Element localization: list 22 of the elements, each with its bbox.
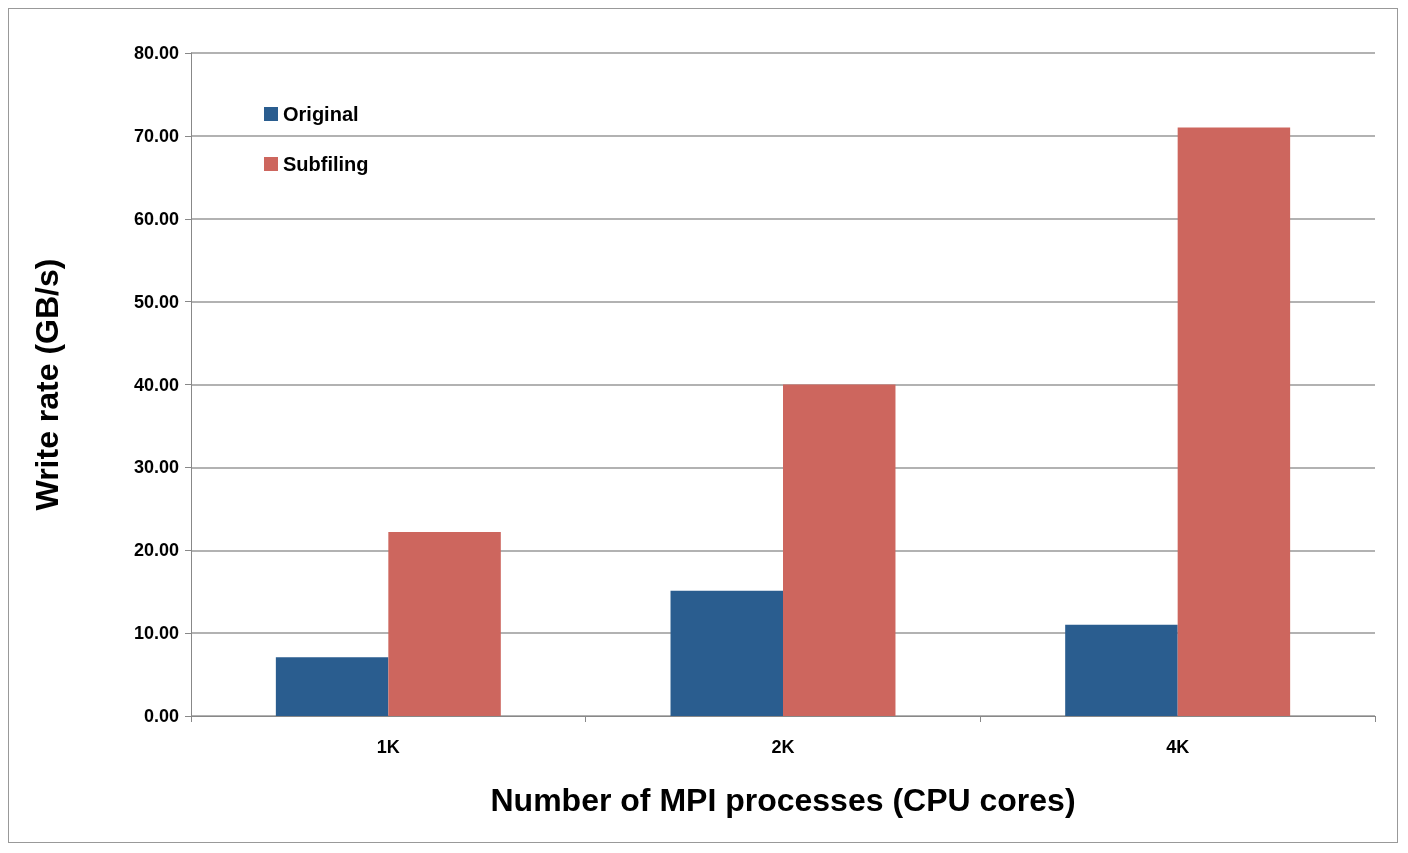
x-tick-label: 1K [376,737,400,757]
y-tick-label: 20.00 [133,540,179,561]
bar [1177,127,1291,716]
y-axis-title: Write rate (GB/s) [29,258,65,511]
y-tick-label: 50.00 [133,291,179,312]
x-axis-title: Number of MPI processes (CPU cores) [490,782,1076,818]
legend-label: Original [283,103,359,125]
x-tick-label: 4K [1166,737,1190,757]
legend-label: Subfiling [283,153,369,175]
y-tick-label: 40.00 [133,374,179,395]
y-tick-label: 10.00 [133,623,179,644]
bar [388,532,501,716]
bar [670,590,783,716]
y-tick-label: 70.00 [133,125,179,146]
y-tick-label: 80.00 [133,43,179,63]
bar [1065,624,1178,716]
y-tick-label: 60.00 [133,208,179,229]
bar [783,384,896,716]
bar [275,657,389,716]
x-tick-label: 2K [771,737,795,757]
y-tick-label: 0.00 [143,706,179,726]
y-tick-label: 30.00 [133,457,179,478]
